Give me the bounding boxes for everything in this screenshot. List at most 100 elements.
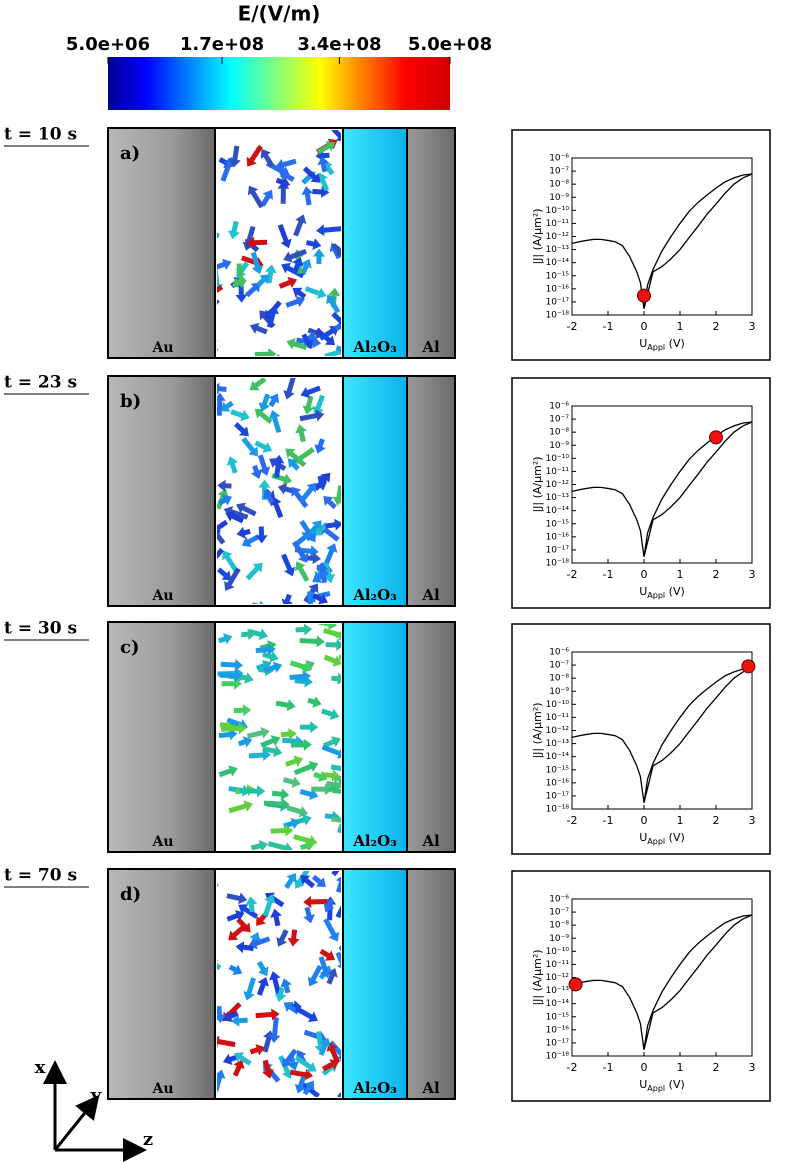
field-arrow-head [302, 661, 313, 673]
iv-chart: -2 -1 0 1 2 3 10⁻⁶ 10⁻⁷ 10⁻⁸ 10⁻⁹ 10⁻¹⁰ 10⁻¹¹ 10⁻¹² 1… [511, 623, 771, 855]
y-tick-label: 10⁻¹⁷ [546, 545, 570, 555]
field-arrow-head [258, 402, 270, 412]
y-tick-label: 10⁻¹⁶ [546, 532, 570, 542]
field-arrow-head [234, 659, 244, 672]
layer-label: Al [421, 586, 440, 604]
field-arrow-shaft [293, 763, 314, 776]
field-arrow-head [249, 322, 260, 334]
y-tick-label: 10⁻⁸ [549, 180, 569, 190]
y-tick-label: 10⁻¹¹ [546, 219, 570, 229]
field-arrow-shaft [262, 745, 278, 755]
field-arrow-shaft [334, 323, 341, 331]
al2o3-layer [343, 869, 407, 1099]
y-tick-label: 10⁻¹⁷ [546, 1038, 570, 1048]
time-label: t = 10 s [4, 125, 77, 145]
field-arrow-head [295, 561, 306, 572]
field-arrow-shaft [217, 1074, 223, 1092]
field-arrow-head [281, 798, 290, 811]
y-tick-label: 10⁻¹⁰ [546, 947, 570, 957]
field-arrow-shaft [245, 565, 261, 581]
field-arrow-head [267, 643, 276, 656]
field-arrow-head [336, 638, 341, 651]
field-arrow-head [251, 264, 264, 275]
field-arrow-shaft [289, 673, 306, 681]
field-arrow-head [250, 282, 261, 293]
x-tick-label: -1 [603, 320, 614, 333]
field-arrow-head [278, 170, 289, 181]
al2o3-layer [343, 622, 407, 852]
field-arrow-shaft [222, 361, 231, 377]
device-panel [107, 621, 456, 853]
device-panel [107, 868, 456, 1100]
field-arrow-head [331, 769, 341, 782]
y-tick-label: 10⁻⁹ [549, 934, 569, 944]
field-arrow-head [244, 672, 254, 684]
field-arrow-shaft [304, 286, 322, 297]
y-tick-label: 10⁻¹⁷ [546, 791, 570, 801]
field-arrow-head [234, 669, 243, 682]
field-arrow-head [217, 1035, 220, 1048]
field-arrow-head [287, 276, 298, 289]
y-tick-label: 10⁻¹² [546, 973, 570, 983]
field-arrow-shaft [254, 440, 268, 451]
field-arrow-shaft [252, 378, 267, 389]
field-arrow-shaft [281, 553, 293, 572]
field-arrow-head [217, 1014, 226, 1024]
field-arrow-head [316, 635, 325, 648]
field-arrow-head [228, 728, 238, 741]
x-label-main: U [639, 585, 647, 598]
field-arrow-shaft [291, 340, 308, 351]
field-arrow-shaft [271, 976, 282, 995]
field-arrow-head [286, 872, 297, 883]
field-arrow-head [246, 156, 257, 167]
field-arrow-shaft [262, 1035, 272, 1053]
x-label-sub: Appl [647, 1084, 665, 1093]
field-arrow-shaft [335, 951, 341, 967]
field-arrow-head [295, 295, 305, 308]
field-arrow-shaft [271, 415, 282, 434]
device-panel [107, 127, 456, 359]
field-arrow-shaft [231, 220, 239, 234]
field-arrow-shaft [319, 177, 330, 192]
field-arrow-head [312, 696, 322, 708]
field-arrow-head [268, 348, 277, 356]
field-arrow-shaft [256, 981, 267, 996]
field-arrow-head [217, 528, 221, 534]
field-arrow-head [286, 699, 296, 712]
y-tick-label: 10⁻¹⁰ [546, 206, 570, 216]
field-arrow-shaft [230, 409, 245, 419]
field-arrow-head [232, 964, 243, 976]
field-arrow-shaft [248, 752, 266, 759]
field-arrow-shaft [284, 1048, 298, 1064]
state-marker [637, 288, 651, 303]
field-arrow-head [226, 456, 239, 466]
field-arrow-head [316, 224, 325, 237]
field-arrow-shaft [246, 729, 265, 739]
oxide-region [215, 622, 343, 852]
x-tick-label: 3 [749, 814, 756, 827]
x-label-rest: (V) [665, 831, 685, 844]
y-tick-label: 10⁻¹² [546, 232, 570, 242]
data-line [571, 173, 753, 309]
field-arrow-shaft [249, 189, 264, 209]
field-arrow-head [310, 721, 319, 734]
field-arrow-head [323, 495, 334, 506]
field-arrow-head [268, 393, 280, 404]
field-arrow-head [281, 262, 291, 274]
au-layer [108, 622, 215, 852]
field-arrow-head [273, 745, 283, 758]
field-arrow-head [280, 788, 290, 801]
x-axis-label: UAppl (V) [639, 337, 685, 352]
field-arrow-head [270, 908, 282, 918]
field-arrow-head [325, 950, 336, 961]
field-arrow-head [281, 598, 293, 604]
state-marker [568, 977, 583, 992]
y-tick-label: 10⁻⁸ [549, 921, 569, 931]
field-arrow-shaft [331, 130, 341, 140]
y-tick-label: 10⁻¹⁴ [546, 506, 570, 516]
state-marker [741, 659, 756, 674]
arrow-field [217, 624, 341, 850]
field-arrow-head [294, 878, 305, 889]
panel-label: c) [120, 637, 139, 658]
field-arrow-head [238, 904, 249, 915]
